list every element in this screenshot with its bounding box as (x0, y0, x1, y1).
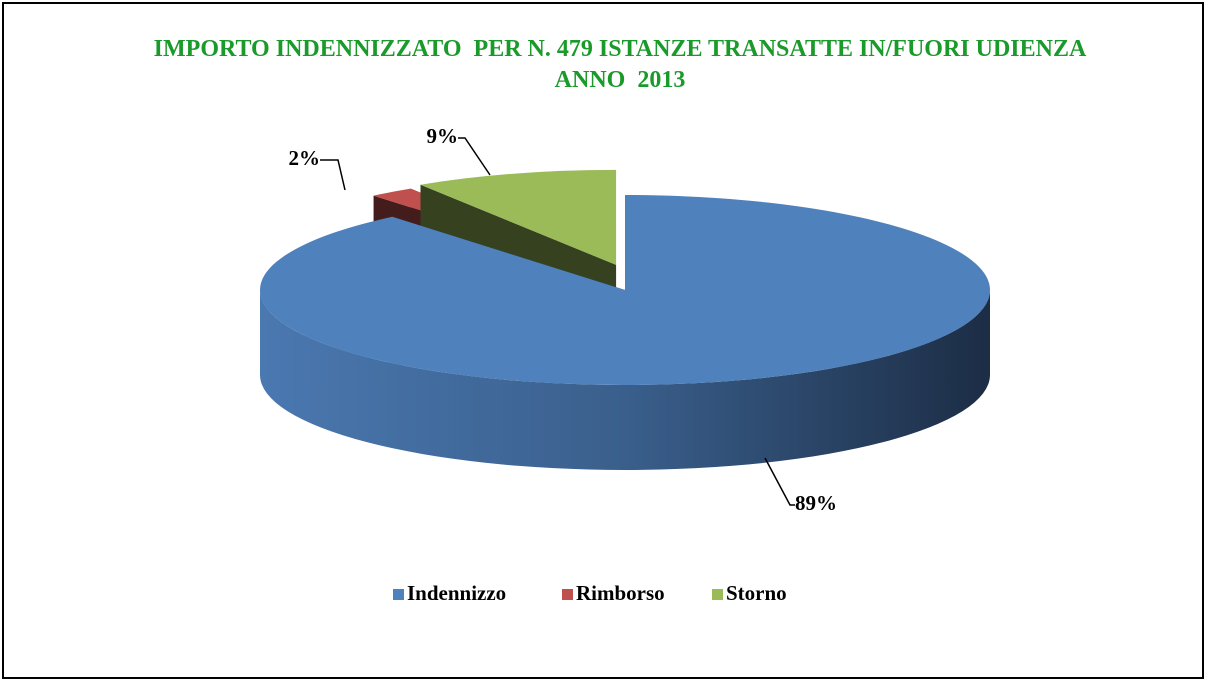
data-label: 2% (289, 146, 321, 170)
data-label: 9% (427, 124, 459, 148)
slice (259, 195, 991, 386)
legend-swatch (562, 589, 573, 600)
slice-side (260, 290, 990, 470)
legend-label: Rimborso (576, 581, 665, 605)
leader-line (320, 159, 346, 191)
slice (420, 169, 617, 265)
leader-line (458, 137, 491, 176)
data-label: 89% (795, 491, 837, 515)
chart-title: IMPORTO INDENNIZZATO PER N. 479 ISTANZE … (153, 36, 1092, 93)
legend-swatch (393, 589, 404, 600)
legend-label: Indennizzo (407, 581, 506, 605)
legend-swatch (712, 589, 723, 600)
legend-label: Storno (726, 581, 787, 605)
leader-line (764, 457, 795, 506)
